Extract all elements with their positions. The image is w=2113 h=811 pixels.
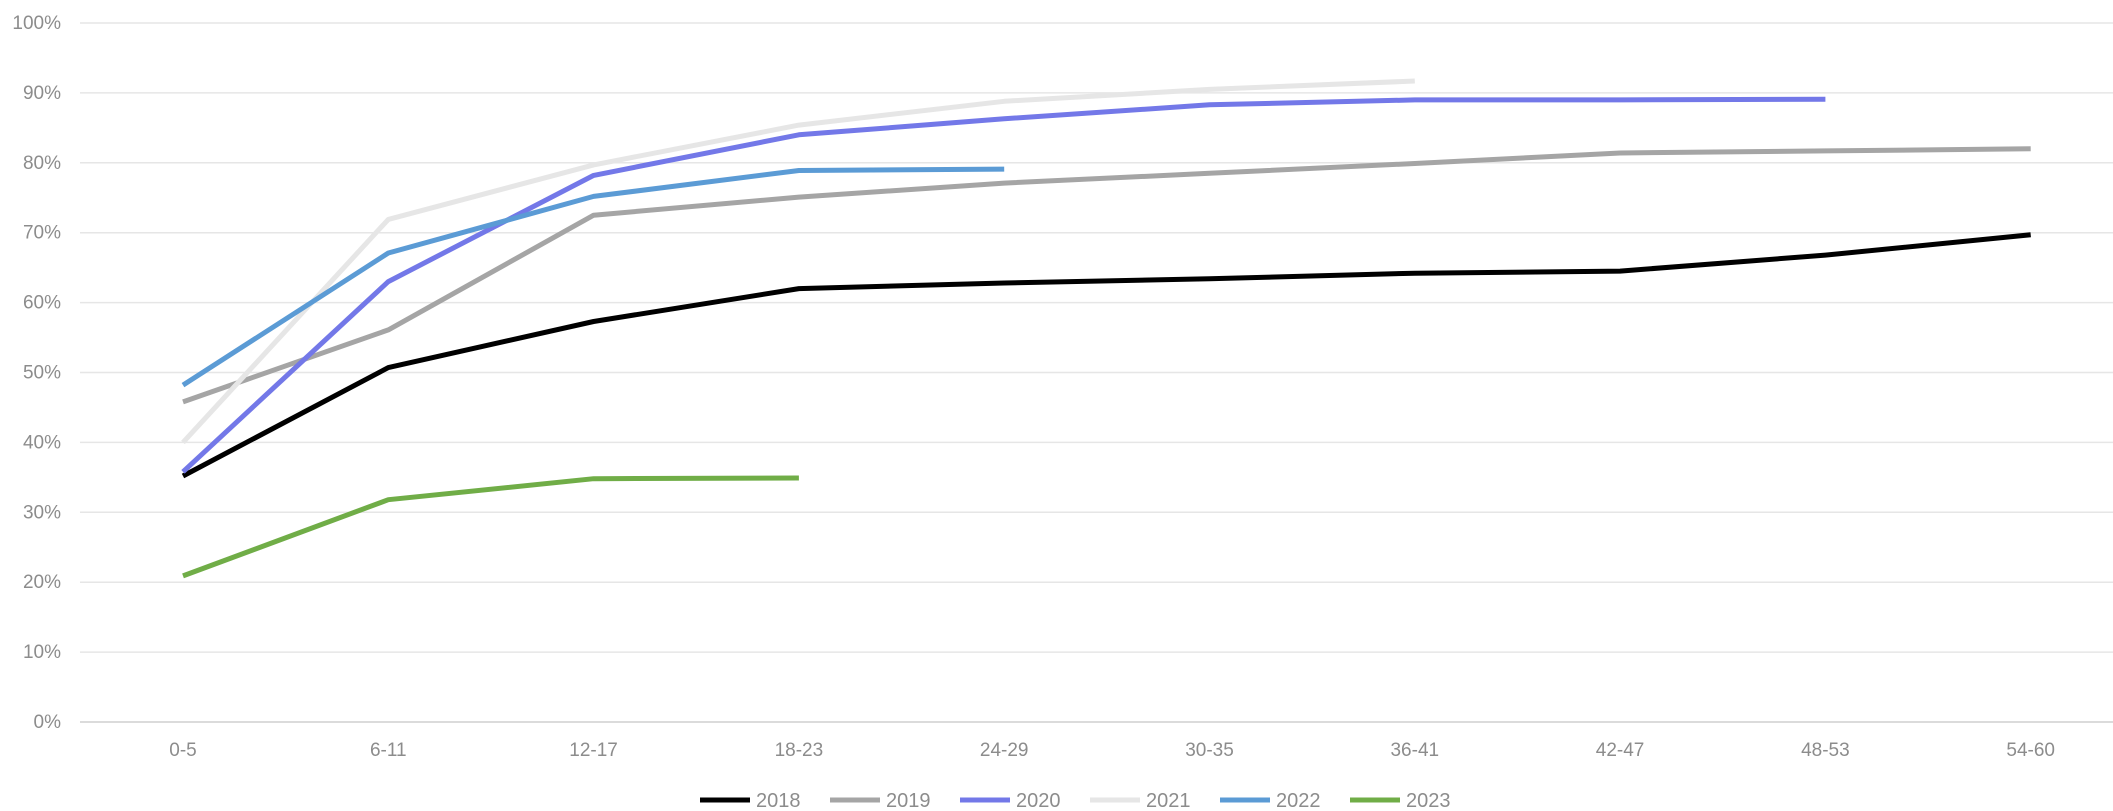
x-tick-label: 12-17 [569, 740, 618, 761]
y-tick-label: 80% [23, 153, 61, 174]
legend-label: 2022 [1276, 790, 1321, 811]
y-tick-label: 30% [23, 502, 61, 523]
series-line-2022 [181, 166, 1005, 388]
series-line-2023 [182, 475, 799, 579]
series-line-2021 [181, 78, 1415, 445]
legend-label: 2019 [886, 790, 931, 811]
x-tick-label: 24-29 [980, 740, 1029, 761]
y-tick-label: 50% [23, 363, 61, 384]
y-tick-label: 100% [12, 13, 61, 34]
y-tick-label: 0% [34, 712, 62, 733]
x-tick-label: 30-35 [1185, 740, 1234, 761]
y-axis-tick-labels: 0% 10% 20% 30% 40% 50% 60% 70% 80% 90% 100% [12, 13, 61, 733]
series-line-2019 [182, 146, 2031, 405]
x-tick-label: 6-11 [370, 740, 407, 761]
legend-label: 2018 [756, 790, 801, 811]
x-tick-label: 48-53 [1801, 740, 1850, 761]
y-tick-label: 10% [23, 642, 61, 663]
y-tick-label: 70% [23, 223, 61, 244]
x-tick-label: 36-41 [1390, 740, 1439, 761]
legend-item-2021: 2021 [1090, 790, 1191, 811]
legend-item-2020: 2020 [960, 790, 1061, 811]
gridlines [80, 22, 2113, 723]
series-line-2018 [181, 232, 2031, 479]
legend-item-2022: 2022 [1220, 790, 1321, 811]
legend-item-2023: 2023 [1350, 790, 1451, 811]
y-tick-label: 20% [23, 572, 61, 593]
y-tick-label: 90% [23, 83, 61, 104]
legend: 2018 2019 2020 2021 2022 2023 [700, 790, 1451, 811]
x-tick-label: 18-23 [775, 740, 824, 761]
x-tick-label: 54-60 [2006, 740, 2055, 761]
legend-item-2019: 2019 [830, 790, 931, 811]
legend-label: 2021 [1146, 790, 1191, 811]
x-tick-label: 42-47 [1596, 740, 1645, 761]
series-line-2020 [181, 96, 1826, 474]
y-tick-label: 60% [23, 293, 61, 314]
legend-item-2018: 2018 [700, 790, 801, 811]
legend-label: 2020 [1016, 790, 1061, 811]
x-tick-label: 0-5 [169, 740, 196, 761]
legend-label: 2023 [1406, 790, 1451, 811]
y-tick-label: 40% [23, 432, 61, 453]
x-axis-tick-labels: 0-5 6-11 12-17 18-23 24-29 30-35 36-41 42-47 48-… [169, 740, 2055, 761]
series-lines [181, 78, 2031, 579]
